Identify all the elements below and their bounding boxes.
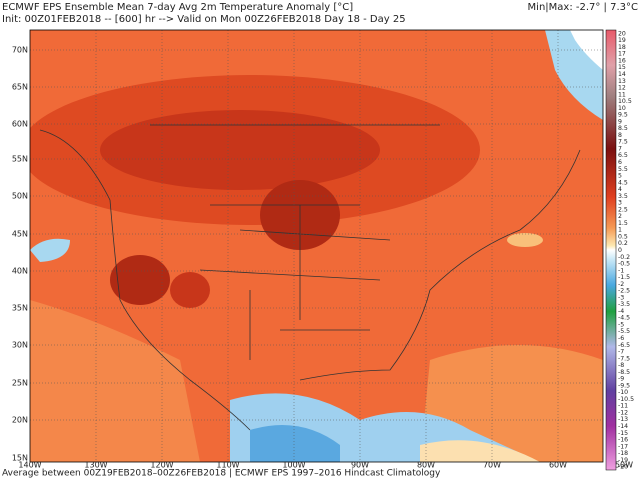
lat-label: 20N <box>12 416 28 425</box>
lon-label: 80W <box>417 461 435 470</box>
colorbar-label: -7 <box>618 349 624 356</box>
colorbar-label: 17 <box>618 51 626 58</box>
colorbar-label: -11 <box>618 403 628 410</box>
colorbar-label: -3 <box>618 294 624 301</box>
lon-label: 110W <box>216 461 239 470</box>
footer: Average between 00Z19FEB2018–00Z26FEB201… <box>2 469 441 479</box>
colorbar-label: -6.5 <box>618 342 630 349</box>
colorbar-label: 4 <box>618 186 622 193</box>
lat-label: 25N <box>12 379 28 388</box>
colorbar-label: -1 <box>618 267 624 274</box>
colorbar-label: 18 <box>618 44 626 51</box>
colorbar-label: -10 <box>618 389 628 396</box>
lat-label: 15N <box>12 454 28 463</box>
colorbar <box>605 29 617 471</box>
colorbar-label: 2.5 <box>618 206 628 213</box>
lon-label: 60W <box>549 461 567 470</box>
title: ECMWF EPS Ensemble Mean 7-day Avg 2m Tem… <box>2 2 353 13</box>
init-line: Init: 00Z01FEB2018 -- [600] hr --> Valid… <box>2 14 406 25</box>
min-max: Min|Max: -2.7° | 7.3°C <box>528 2 638 13</box>
colorbar-label: 6.5 <box>618 152 628 159</box>
colorbar-label: -14 <box>618 423 628 430</box>
colorbar-label: 20 <box>618 30 626 37</box>
lat-label: 65N <box>12 83 28 92</box>
colorbar-label: 8.5 <box>618 125 628 132</box>
lat-label: 40N <box>12 267 28 276</box>
colorbar-label: -9.5 <box>618 382 630 389</box>
colorbar-label: 16 <box>618 57 626 64</box>
colorbar-label: 12 <box>618 85 626 92</box>
colorbar-label: 9.5 <box>618 112 628 119</box>
colorbar-label: -0.5 <box>618 261 630 268</box>
lat-label: 35N <box>12 304 28 313</box>
lat-label: 60N <box>12 120 28 129</box>
colorbar-label: -12 <box>618 409 628 416</box>
lon-label: 50W <box>615 461 633 470</box>
colorbar-label: -5.5 <box>618 328 630 335</box>
colorbar-label: -3.5 <box>618 301 630 308</box>
colorbar-label: 7.5 <box>618 139 628 146</box>
lat-label: 45N <box>12 230 28 239</box>
colorbar-label: 19 <box>618 37 626 44</box>
lon-label: 90W <box>351 461 369 470</box>
colorbar-label: 1.5 <box>618 220 628 227</box>
colorbar-label: -2 <box>618 281 624 288</box>
colorbar-label: -19 <box>618 457 628 464</box>
lon-label: 140W <box>18 461 41 470</box>
colorbar-label: 10.5 <box>618 98 632 105</box>
colorbar-label: -9 <box>618 376 624 383</box>
colorbar-label: -8.5 <box>618 369 630 376</box>
colorbar-label: -2.5 <box>618 288 630 295</box>
colorbar-label: -0.2 <box>618 254 630 261</box>
colorbar-label: 2 <box>618 213 622 220</box>
colorbar-label: -18 <box>618 450 628 457</box>
colorbar-label: -10.5 <box>618 396 634 403</box>
colorbar-label: 3 <box>618 200 622 207</box>
colorbar-label: -15 <box>618 430 628 437</box>
colorbar-label: 3.5 <box>618 193 628 200</box>
colorbar-label: -4 <box>618 308 624 315</box>
colorbar-label: -16 <box>618 437 628 444</box>
lat-label: 55N <box>12 155 28 164</box>
colorbar-label: 5 <box>618 173 622 180</box>
colorbar-label: 10 <box>618 105 626 112</box>
colorbar-label: -13 <box>618 416 628 423</box>
colorbar-label: 6 <box>618 159 622 166</box>
colorbar-label: 0 <box>618 247 622 254</box>
lon-label: 100W <box>282 461 305 470</box>
colorbar-label: 4.5 <box>618 179 628 186</box>
colorbar-label: 0.5 <box>618 233 628 240</box>
colorbar-label: 13 <box>618 78 626 85</box>
colorbar-label: 9 <box>618 118 622 125</box>
colorbar-label: -7.5 <box>618 355 630 362</box>
colorbar-label: -6 <box>618 335 624 342</box>
lon-label: 70W <box>483 461 501 470</box>
colorbar-label: -20 <box>618 464 628 471</box>
colorbar-label: -8 <box>618 362 624 369</box>
colorbar-label: 0.2 <box>618 240 628 247</box>
colorbar-label: -1.5 <box>618 274 630 281</box>
map-frame <box>29 29 604 463</box>
lat-label: 50N <box>12 192 28 201</box>
colorbar-label: 11 <box>618 91 626 98</box>
lat-label: 30N <box>12 341 28 350</box>
colorbar-label: 14 <box>618 71 626 78</box>
colorbar-label: -4.5 <box>618 315 630 322</box>
colorbar-label: -5 <box>618 321 624 328</box>
colorbar-label: 15 <box>618 64 626 71</box>
lon-label: 120W <box>150 461 173 470</box>
colorbar-label: -17 <box>618 443 628 450</box>
colorbar-label: 8 <box>618 132 622 139</box>
colorbar-label: 7 <box>618 145 622 152</box>
map-field <box>30 30 603 462</box>
lon-label: 130W <box>84 461 107 470</box>
colorbar-label: 1 <box>618 227 622 234</box>
colorbar-label: 5.5 <box>618 166 628 173</box>
lat-label: 70N <box>12 46 28 55</box>
